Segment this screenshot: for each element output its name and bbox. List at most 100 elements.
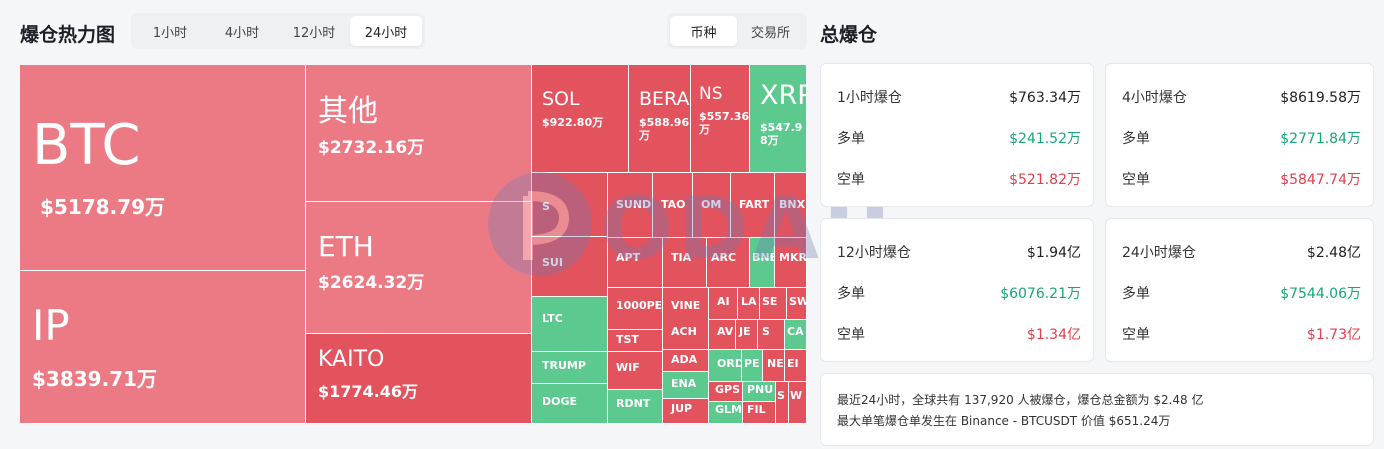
treemap-cell-1000pep[interactable]: 1000PEP [608,288,663,330]
treemap-cell-om[interactable]: OM [693,173,731,238]
long-value: $7544.06万 [1280,286,1361,302]
treemap-cell-tst[interactable]: TST [608,330,663,352]
treemap-cell-sol[interactable]: SOL $922.80万 [532,65,629,173]
treemap-cell-ne[interactable]: NE [763,350,785,382]
treemap-cell-av[interactable]: AV [709,320,736,350]
treemap-cell-value: $922.80万 [542,115,604,129]
treemap-cell-wif[interactable]: WIF [608,352,663,390]
treemap-cell-name: 其他 [318,94,378,129]
treemap-cell-name: BNX [779,198,806,211]
long-label: 多单 [1122,286,1150,302]
treemap-cell-bera[interactable]: BERA $588.96万 [629,65,691,173]
treemap-cell-je[interactable]: JE [736,320,758,350]
treemap-cell-name: TST [616,333,639,346]
treemap-cell-bnb[interactable]: BNB [750,238,775,288]
tab-4h[interactable]: 4小时 [224,25,260,41]
treemap-cell-bnx[interactable]: BNX [775,173,807,238]
short-value: $521.82万 [1009,172,1081,188]
treemap-cell-name: SW [789,295,806,308]
treemap-cell-tia[interactable]: TIA [663,238,707,288]
treemap-cell-name: S [777,389,785,402]
treemap-cell-sw[interactable]: SW [787,288,807,320]
treemap-cell-ena[interactable]: ENA [663,372,709,399]
treemap-cell-w[interactable]: W [789,382,807,424]
treemap-cell-name: OM [701,198,722,211]
treemap-cell-doge[interactable]: DOGE [532,384,608,424]
treemap-cell-ip[interactable]: IP $3839.71万 [20,271,306,424]
card-total: $1.94亿 [1026,245,1081,261]
treemap-cell-mkr[interactable]: MKR [775,238,807,288]
card-total: $8619.58万 [1280,90,1361,106]
long-label: 多单 [837,286,865,302]
tab-coin[interactable]: 币种 [670,16,737,46]
treemap-cell-value: $557.36万 [699,109,750,136]
treemap-cell-name: FIL [747,403,766,416]
treemap-cell-s[interactable]: S [776,382,789,424]
treemap-cell-arc[interactable]: ARC [707,238,750,288]
tab-exchange[interactable]: 交易所 [750,25,790,41]
tab-12h[interactable]: 12小时 [292,25,336,41]
short-label: 空单 [1122,327,1150,343]
treemap-cell-name: PNU [747,383,774,396]
treemap-cell-name: TAO [661,198,686,211]
treemap-cell-fil[interactable]: FIL [743,402,776,424]
treemap-cell-name: JE [739,325,751,338]
treemap-cell-name: BNB [752,251,774,264]
treemap-cell-name: ARC [711,251,737,264]
treemap-cell-apt[interactable]: APT [608,238,663,288]
treemap-cell-name: ACH [671,325,697,338]
summary-line-2: 最大单笔爆仓单发生在 Binance - BTCUSDT 价值 $651.24万 [837,414,1171,428]
treemap-cell-btc[interactable]: BTC $5178.79万 [20,65,306,271]
treemap-cell-eth[interactable]: ETH $2624.32万 [306,202,532,334]
summary-box: 最近24小时，全球共有 137,920 人被爆仓，爆仓总金额为 $2.48 亿 … [820,373,1374,446]
treemap-cell-ei[interactable]: EI [785,350,807,382]
treemap-cell-jup[interactable]: JUP [663,399,709,424]
treemap-cell-name: ENA [671,377,697,390]
treemap-cell-name: RDNT [616,397,651,410]
treemap-cell-ach[interactable]: ACH [663,320,709,350]
treemap-cell-name: ADA [671,353,698,366]
treemap-cell-ns[interactable]: NS $557.36万 [691,65,750,173]
treemap-cell-gps[interactable]: GPS [709,382,743,402]
treemap-cell-name: AV [717,325,734,338]
treemap-cell-xrp[interactable]: XRP $547.98万 [750,65,807,173]
card-label: 12小时爆仓 [837,245,911,261]
treemap-cell-pe[interactable]: PE [742,350,763,382]
treemap-cell-name: ORD [717,357,742,370]
treemap-cell-se[interactable]: SE [760,288,787,320]
treemap-cell-name: GLM [715,403,742,416]
treemap-cell-ltc[interactable]: LTC [532,297,608,352]
treemap-cell-s[interactable]: S [532,173,608,237]
treemap-cell-sui[interactable]: SUI [532,237,608,297]
treemap-cell-name: W [790,389,803,402]
treemap-cell-name: S [762,325,770,338]
treemap-cell-fart[interactable]: FART [731,173,775,238]
treemap-cell-name: DOGE [542,395,578,408]
treemap-cell-name: TRUMP [542,359,586,372]
treemap-cell-value: $588.96万 [639,115,690,143]
treemap-cell-s[interactable]: S [758,320,785,350]
treemap-cell-其他[interactable]: 其他 $2732.16万 [306,65,532,202]
treemap-cell-name: JUP [671,402,693,415]
treemap-cell-la[interactable]: LA [738,288,760,320]
treemap-cell-trump[interactable]: TRUMP [532,352,608,384]
short-label: 空单 [1122,172,1150,188]
treemap-cell-ai[interactable]: AI [709,288,738,320]
treemap-cell-pnu[interactable]: PNU [743,382,776,402]
treemap-cell-ada[interactable]: ADA [663,350,709,372]
treemap-cell-glm[interactable]: GLM [709,402,743,424]
treemap-cell-ca[interactable]: CA [785,320,807,350]
treemap-cell-rdnt[interactable]: RDNT [608,390,663,424]
treemap-cell-sund[interactable]: SUND [608,173,653,238]
tab-1h[interactable]: 1小时 [152,25,188,41]
short-value: $1.34亿 [1026,327,1081,343]
treemap-cell-name: XRP [760,80,806,111]
card-12h: 12小时爆仓 $1.94亿 多单 $6076.21万 空单 $1.34亿 [820,218,1094,362]
treemap-cell-tao[interactable]: TAO [653,173,693,238]
treemap-cell-ord[interactable]: ORD [709,350,742,382]
mode-tabs: 币种 交易所 [667,13,807,49]
time-range-tabs: 1小时 4小时 12小时 24小时 [131,13,425,49]
tab-24h[interactable]: 24小时 [350,16,422,46]
liquidation-treemap: BTC $5178.79万 IP $3839.71万 其他 $2732.16万 ETH $26… [20,65,807,424]
treemap-cell-kaito[interactable]: KAITO $1774.46万 [306,334,532,424]
